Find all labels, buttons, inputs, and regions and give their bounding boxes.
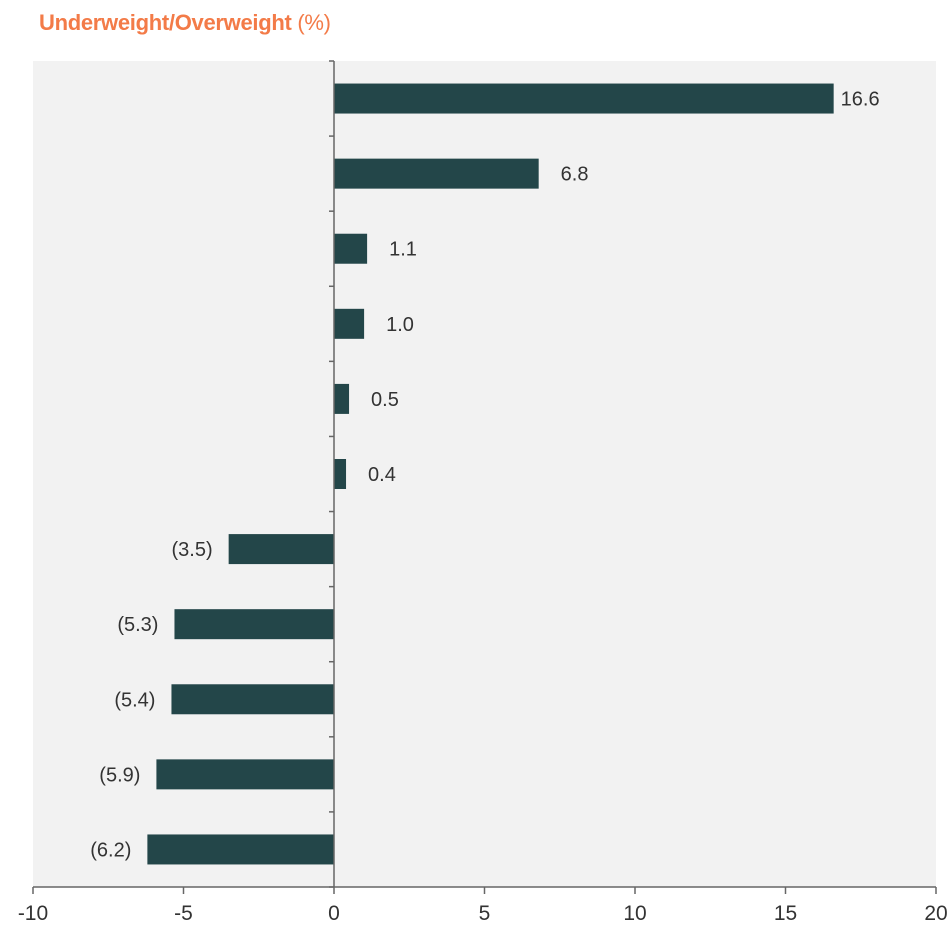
x-tick-label-3: 5 xyxy=(479,902,491,925)
chart-title-unit: (%) xyxy=(297,10,331,35)
data-label-3: 1.0 xyxy=(386,314,414,336)
data-label-8: (5.4) xyxy=(114,689,155,711)
bar-0 xyxy=(334,83,834,114)
bar-4 xyxy=(334,383,350,414)
bar-7 xyxy=(174,609,334,640)
bar-5 xyxy=(334,459,347,489)
bar-1 xyxy=(334,158,539,189)
axes-group: -10 -5 0 5 10 15 20 xyxy=(18,60,948,925)
x-tick-label-2: 0 xyxy=(328,902,340,925)
data-label-2: 1.1 xyxy=(389,239,417,261)
data-label-7: (5.3) xyxy=(117,614,158,636)
data-label-5: 0.4 xyxy=(368,464,396,486)
x-tick-label-1: -5 xyxy=(174,902,193,925)
data-label-9: (5.9) xyxy=(99,764,140,786)
data-label-0: 16.6 xyxy=(841,89,880,111)
x-tick-label-4: 10 xyxy=(623,902,646,925)
x-tick-label-6: 20 xyxy=(924,902,947,925)
bars-group xyxy=(147,83,834,865)
bar-9 xyxy=(156,759,334,790)
chart-title-text: Underweight/Overweight xyxy=(39,10,292,35)
bar-10 xyxy=(147,834,334,865)
data-labels-group: 16.6 6.8 1.1 1.0 0.5 0.4 (3.5) (5.3) (5.4) (5.9) (… xyxy=(90,89,879,862)
bar-3 xyxy=(334,308,365,339)
data-label-6: (3.5) xyxy=(172,539,213,561)
bar-2 xyxy=(334,233,368,264)
x-tick-label-5: 15 xyxy=(774,902,797,925)
data-label-4: 0.5 xyxy=(371,389,399,411)
plot-background xyxy=(33,61,936,887)
bar-8 xyxy=(171,684,334,715)
bar-6 xyxy=(228,534,334,565)
chart-title: Underweight/Overweight (%) xyxy=(39,10,331,36)
x-tick-label-0: -10 xyxy=(18,902,48,925)
data-label-1: 6.8 xyxy=(561,164,589,186)
data-label-10: (6.2) xyxy=(90,839,131,861)
